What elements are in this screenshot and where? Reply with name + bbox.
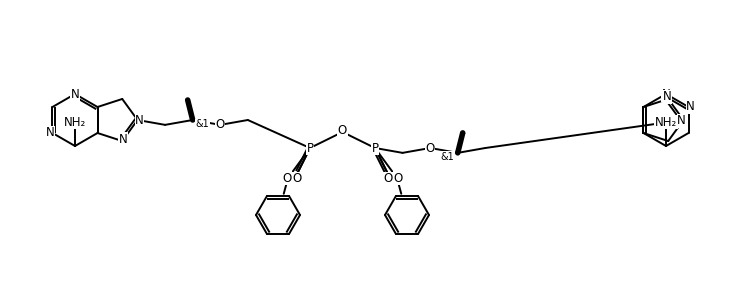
Text: P: P: [371, 142, 379, 154]
Text: &1: &1: [441, 152, 454, 162]
Text: N: N: [70, 88, 79, 102]
Text: N: N: [46, 126, 55, 140]
Text: &1: &1: [196, 119, 210, 129]
Text: N: N: [135, 114, 144, 128]
Text: O: O: [293, 172, 302, 186]
Text: O: O: [338, 124, 347, 138]
Text: N: N: [662, 88, 671, 102]
Text: O: O: [393, 172, 402, 184]
Text: O: O: [216, 118, 225, 131]
Text: N: N: [119, 132, 127, 146]
Text: O: O: [282, 172, 292, 184]
Text: O: O: [383, 172, 393, 186]
Text: N: N: [677, 114, 686, 128]
Text: P: P: [307, 142, 313, 154]
Text: NH₂: NH₂: [655, 116, 677, 128]
Text: NH₂: NH₂: [64, 116, 86, 128]
Text: O: O: [425, 142, 435, 154]
Text: N: N: [686, 100, 695, 114]
Text: N: N: [663, 90, 671, 104]
